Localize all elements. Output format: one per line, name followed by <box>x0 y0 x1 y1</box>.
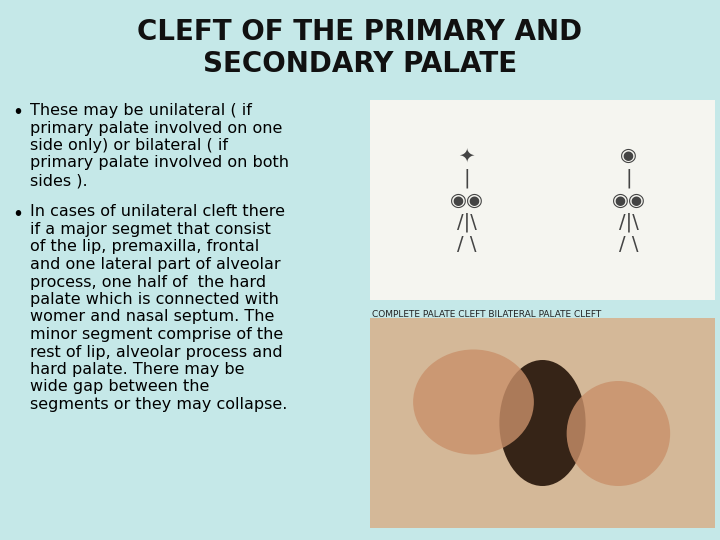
FancyBboxPatch shape <box>370 318 715 528</box>
Text: rest of lip, alveolar process and: rest of lip, alveolar process and <box>30 345 283 360</box>
Text: hard palate. There may be: hard palate. There may be <box>30 362 245 377</box>
Text: primary palate involved on one: primary palate involved on one <box>30 120 282 136</box>
Ellipse shape <box>413 349 534 455</box>
Text: ✦
|
◉◉
/|\
/ \: ✦ | ◉◉ /|\ / \ <box>449 146 484 254</box>
Ellipse shape <box>500 360 585 486</box>
Text: process, one half of  the hard: process, one half of the hard <box>30 274 266 289</box>
Text: wide gap between the: wide gap between the <box>30 380 210 395</box>
FancyBboxPatch shape <box>370 100 715 300</box>
Text: minor segment comprise of the: minor segment comprise of the <box>30 327 283 342</box>
Text: side only) or bilateral ( if: side only) or bilateral ( if <box>30 138 228 153</box>
Text: primary palate involved on both: primary palate involved on both <box>30 156 289 171</box>
Text: of the lip, premaxilla, frontal: of the lip, premaxilla, frontal <box>30 240 259 254</box>
Text: ◉
|
◉◉
/|\
/ \: ◉ | ◉◉ /|\ / \ <box>612 146 646 254</box>
Text: In cases of unilateral cleft there: In cases of unilateral cleft there <box>30 205 285 219</box>
Text: CLEFT OF THE PRIMARY AND: CLEFT OF THE PRIMARY AND <box>138 18 582 46</box>
Text: COMPLETE PALATE CLEFT BILATERAL PALATE CLEFT: COMPLETE PALATE CLEFT BILATERAL PALATE C… <box>372 310 601 319</box>
Text: palate which is connected with: palate which is connected with <box>30 292 279 307</box>
Text: and one lateral part of alveolar: and one lateral part of alveolar <box>30 257 281 272</box>
Text: womer and nasal septum. The: womer and nasal septum. The <box>30 309 274 325</box>
Text: •: • <box>12 205 23 224</box>
Ellipse shape <box>567 381 670 486</box>
Text: SECONDARY PALATE: SECONDARY PALATE <box>203 50 517 78</box>
Text: if a major segmet that consist: if a major segmet that consist <box>30 222 271 237</box>
Text: segments or they may collapse.: segments or they may collapse. <box>30 397 287 412</box>
Text: These may be unilateral ( if: These may be unilateral ( if <box>30 103 252 118</box>
Text: sides ).: sides ). <box>30 173 88 188</box>
Text: •: • <box>12 103 23 122</box>
